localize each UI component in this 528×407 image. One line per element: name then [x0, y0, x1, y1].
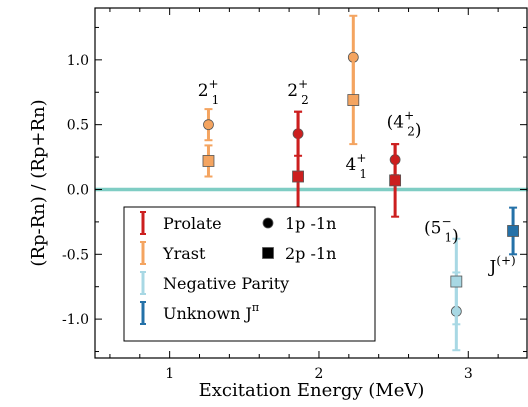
- data-point: [202, 155, 215, 167]
- legend-label: Prolate: [163, 214, 222, 233]
- series-yrast-2p-1n: [202, 54, 360, 178]
- x-tick-label: 1: [165, 366, 174, 382]
- state-label: 2+ 2: [287, 77, 309, 107]
- y-tick-label: -0.5: [62, 247, 89, 263]
- legend-label: Yrast: [162, 244, 206, 263]
- legend-marker-circle: [262, 217, 274, 229]
- state-label: 4+ 1: [346, 151, 368, 181]
- legend-marker-square: [262, 247, 274, 259]
- state-label: (5− 1): [424, 215, 459, 247]
- y-tick-label: 1.0: [67, 53, 89, 69]
- legend-label: Unknown Jπ: [163, 301, 259, 323]
- state-label: 2+ 1: [198, 77, 220, 107]
- x-tick-label: 3: [464, 366, 473, 382]
- legend-label: Negative Parity: [163, 274, 289, 293]
- data-point: [507, 225, 519, 237]
- state-label: (4+ 2): [387, 108, 422, 140]
- x-axis-title: Excitation Energy (MeV): [199, 380, 425, 401]
- data-point: [450, 275, 463, 288]
- y-axis-title: (Rp-Rn) / (Rp+Rn): [28, 99, 49, 266]
- series-yrast-1p-1n: [203, 14, 359, 142]
- x-tick-label: 2: [315, 366, 324, 382]
- plot-frame: [94, 7, 528, 359]
- tick-layer: 1 2 3 1.0 0.5 0.0 -0.5 -1.0: [62, 8, 527, 382]
- legend-marker-label: 2p -1n: [285, 244, 336, 263]
- series-negative-parity-2p-1n: [450, 237, 463, 326]
- legend: Prolate Yrast Negative Parity Unknown Jπ 1p …: [123, 206, 376, 342]
- y-tick-label: -1.0: [62, 312, 89, 328]
- data-point: [203, 119, 214, 131]
- annotation-layer: 2+ 1 2+ 2 4+ 1 (4+ 2) (5− 1) J(+): [198, 77, 516, 277]
- y-tick-label: 0.0: [67, 182, 89, 198]
- legend-marker-label: 1p -1n: [285, 214, 336, 233]
- state-label: J(+): [487, 253, 515, 277]
- data-point: [347, 94, 360, 106]
- series-unknown-j-2p-1n: [507, 206, 519, 256]
- legend-box: [123, 206, 376, 342]
- data-point: [292, 170, 304, 183]
- data-point: [389, 174, 402, 187]
- y-tick-label: 0.5: [67, 118, 89, 134]
